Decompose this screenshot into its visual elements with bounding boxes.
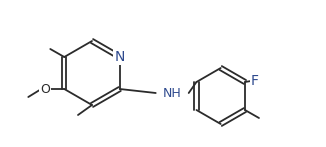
Text: N: N <box>114 50 125 64</box>
Text: O: O <box>40 82 50 96</box>
Text: NH: NH <box>162 86 181 100</box>
Text: F: F <box>251 74 259 88</box>
